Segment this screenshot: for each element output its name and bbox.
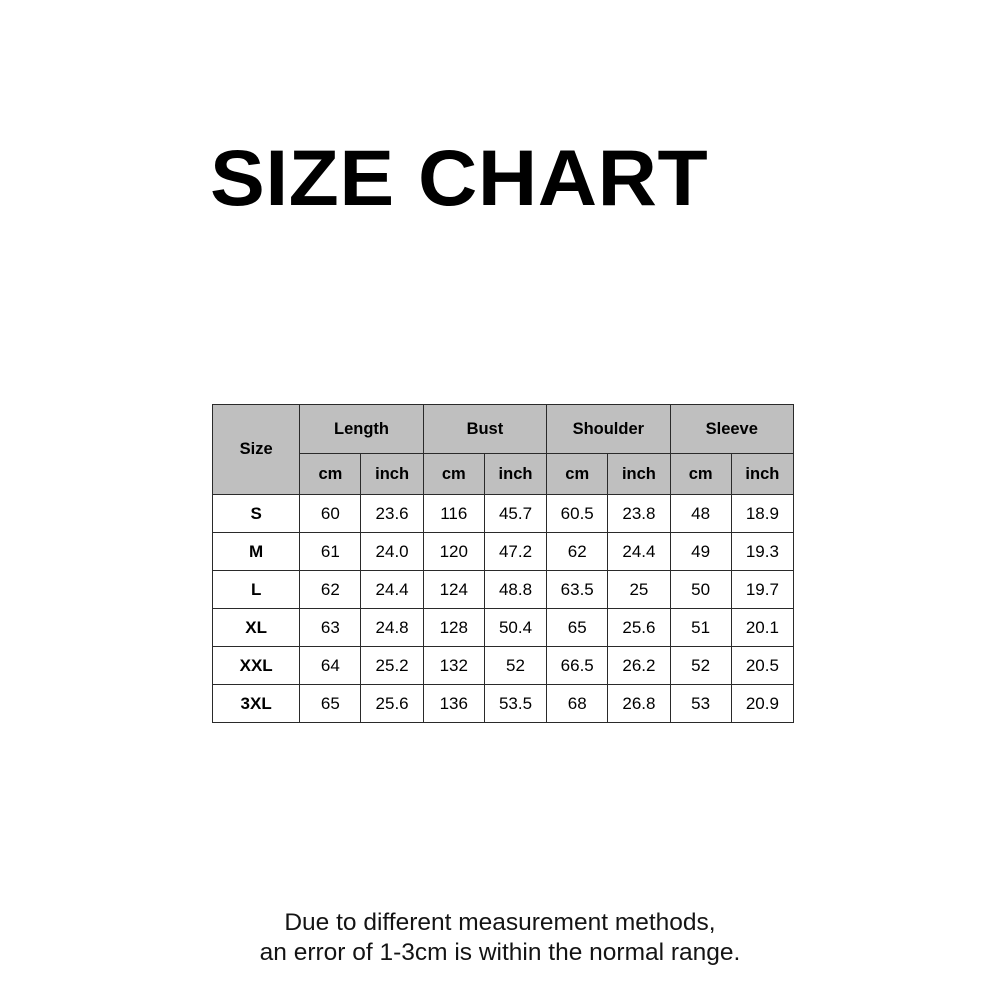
- table-header-row-groups: Size Length Bust Shoulder Sleeve: [211, 404, 795, 495]
- cell-bust-inch: 48.8: [483, 570, 548, 609]
- cell-shoulder-cm: 63.5: [546, 570, 609, 609]
- cell-sleeve-cm: 48: [669, 494, 732, 533]
- cell-bust-inch: 52: [483, 646, 548, 685]
- table-header-row-units: cm inch cm inch cm inch cm inch: [213, 453, 795, 495]
- cell-sleeve-cm: 51: [669, 608, 732, 647]
- cell-length-inch: 24.0: [360, 532, 424, 571]
- cell-bust-inch: 50.4: [483, 608, 548, 647]
- cell-size: XL: [211, 608, 301, 647]
- cell-length-inch: 25.6: [360, 684, 424, 723]
- cell-size: XXL: [211, 646, 301, 685]
- disclaimer-line-2: an error of 1-3cm is within the normal r…: [259, 939, 741, 966]
- cell-length-cm: 61: [299, 532, 362, 571]
- cell-length-cm: 62: [299, 570, 362, 609]
- unit-header-shoulder-cm: cm: [546, 453, 609, 495]
- column-header-size: Size: [211, 404, 301, 495]
- cell-shoulder-cm: 66.5: [546, 646, 609, 685]
- cell-bust-cm: 120: [422, 532, 485, 571]
- cell-bust-cm: 116: [422, 494, 485, 533]
- cell-length-cm: 63: [299, 608, 362, 647]
- cell-bust-cm: 128: [422, 608, 485, 647]
- column-header-length: Length: [299, 404, 424, 454]
- cell-sleeve-inch: 18.9: [730, 494, 795, 533]
- cell-shoulder-inch: 23.8: [607, 494, 671, 533]
- column-header-bust: Bust: [422, 404, 548, 454]
- unit-header-shoulder-inch: inch: [607, 453, 671, 495]
- cell-length-inch: 24.8: [360, 608, 424, 647]
- cell-bust-cm: 124: [422, 570, 485, 609]
- unit-header-bust-cm: cm: [422, 453, 485, 495]
- cell-shoulder-inch: 25: [607, 570, 671, 609]
- table-row: XL 63 24.8 128 50.4 65 25.6 51 20.1: [211, 608, 795, 647]
- cell-sleeve-cm: 50: [669, 570, 732, 609]
- table-row: S 60 23.6 116 45.7 60.5 23.8 48 18.9: [211, 494, 795, 533]
- cell-size: 3XL: [211, 684, 301, 723]
- cell-sleeve-cm: 49: [669, 532, 732, 571]
- disclaimer-line-1: Due to different measurement methods,: [284, 909, 716, 936]
- cell-shoulder-inch: 26.8: [607, 684, 671, 723]
- table-head: Size Length Bust Shoulder Sleeve cm inch…: [211, 404, 795, 495]
- page-title: SIZE CHART: [210, 133, 709, 222]
- cell-shoulder-cm: 60.5: [546, 494, 609, 533]
- cell-shoulder-cm: 65: [546, 608, 609, 647]
- column-header-sleeve: Sleeve: [669, 404, 795, 454]
- unit-header-bust-inch: inch: [483, 453, 548, 495]
- cell-bust-inch: 45.7: [483, 494, 548, 533]
- cell-sleeve-inch: 19.7: [730, 570, 795, 609]
- cell-bust-cm: 132: [422, 646, 485, 685]
- cell-size: L: [211, 570, 301, 609]
- unit-header-length-inch: inch: [360, 453, 424, 495]
- cell-length-cm: 60: [299, 494, 362, 533]
- table-row: 3XL 65 25.6 136 53.5 68 26.8 53 20.9: [211, 684, 795, 723]
- cell-shoulder-inch: 24.4: [607, 532, 671, 571]
- cell-sleeve-inch: 20.1: [730, 608, 795, 647]
- cell-bust-cm: 136: [422, 684, 485, 723]
- table-row: XXL 64 25.2 132 52 66.5 26.2 52 20.5: [211, 646, 795, 685]
- measurement-disclaimer: Due to different measurement methods, an…: [0, 908, 1000, 968]
- cell-sleeve-inch: 19.3: [730, 532, 795, 571]
- table-body: S 60 23.6 116 45.7 60.5 23.8 48 18.9 M 61 24.0 120 47…: [211, 494, 795, 723]
- cell-sleeve-cm: 52: [669, 646, 732, 685]
- cell-shoulder-cm: 62: [546, 532, 609, 571]
- table-row: M 61 24.0 120 47.2 62 24.4 49 19.3: [211, 532, 795, 571]
- cell-length-inch: 23.6: [360, 494, 424, 533]
- cell-shoulder-cm: 68: [546, 684, 609, 723]
- unit-header-length-cm: cm: [299, 453, 362, 495]
- cell-sleeve-inch: 20.5: [730, 646, 795, 685]
- cell-sleeve-cm: 53: [669, 684, 732, 723]
- cell-size: S: [211, 494, 301, 533]
- unit-header-sleeve-inch: inch: [730, 453, 795, 495]
- cell-length-cm: 65: [299, 684, 362, 723]
- cell-sleeve-inch: 20.9: [730, 684, 795, 723]
- cell-shoulder-inch: 25.6: [607, 608, 671, 647]
- size-table-container: Size Length Bust Shoulder Sleeve cm inch…: [211, 404, 795, 723]
- cell-length-cm: 64: [299, 646, 362, 685]
- cell-size: M: [211, 532, 301, 571]
- cell-length-inch: 24.4: [360, 570, 424, 609]
- table-row: L 62 24.4 124 48.8 63.5 25 50 19.7: [211, 570, 795, 609]
- size-table: Size Length Bust Shoulder Sleeve cm inch…: [211, 404, 795, 723]
- cell-shoulder-inch: 26.2: [607, 646, 671, 685]
- unit-header-sleeve-cm: cm: [669, 453, 732, 495]
- cell-bust-inch: 47.2: [483, 532, 548, 571]
- cell-bust-inch: 53.5: [483, 684, 548, 723]
- column-header-shoulder: Shoulder: [546, 404, 671, 454]
- cell-length-inch: 25.2: [360, 646, 424, 685]
